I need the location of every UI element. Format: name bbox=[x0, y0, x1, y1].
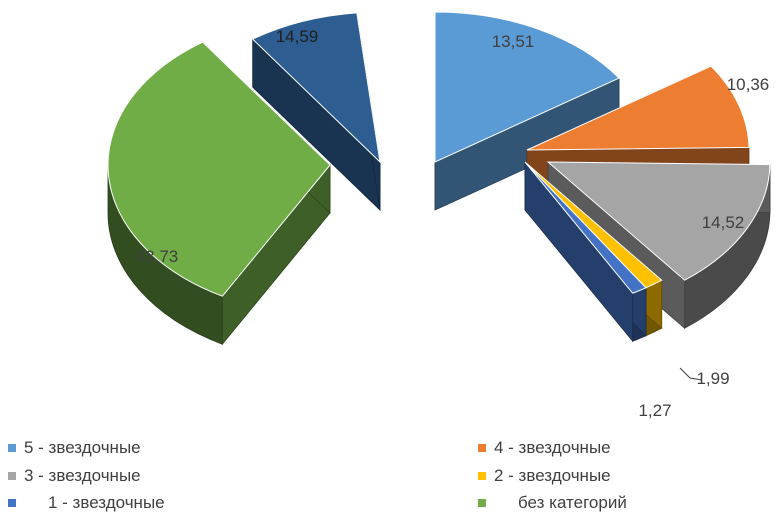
slice-3-star bbox=[546, 161, 771, 281]
legend-label-3: 2 - звездочные bbox=[494, 466, 611, 485]
legend-label-4: 1 - звездочные bbox=[48, 493, 165, 512]
slice-extra bbox=[251, 12, 381, 164]
legend-swatch-2 bbox=[8, 472, 16, 480]
legend-label-2: 3 - звездочные bbox=[24, 466, 141, 485]
legend-swatch-4 bbox=[8, 499, 16, 507]
legend-swatch-0 bbox=[8, 444, 16, 452]
legend-label-1: 4 - звездочные bbox=[494, 438, 611, 457]
pie-slices bbox=[107, 11, 771, 346]
slice-extra-label: 14,59 bbox=[276, 27, 319, 46]
leader-line-2-star bbox=[679, 367, 703, 381]
legend-label-5: без категорий bbox=[518, 493, 627, 512]
legend-label-0: 5 - звездочные bbox=[24, 438, 141, 457]
legend-swatch-3 bbox=[478, 472, 486, 480]
slice-5-star-label: 13,51 bbox=[492, 32, 535, 51]
slice-4-star bbox=[526, 65, 750, 151]
legend: 5 - звездочные 4 - звездочные 3 - звездочн… bbox=[8, 438, 627, 512]
slice-2-star-label: 1,99 bbox=[696, 369, 729, 388]
slice-1-star-label: 1,27 bbox=[638, 401, 671, 420]
data-labels: 13,51 10,36 14,52 1,99 1,27 43,73 14,59 bbox=[136, 27, 770, 420]
slice-4-star-label: 10,36 bbox=[727, 75, 770, 94]
slice-5-star bbox=[434, 11, 620, 163]
legend-swatch-5 bbox=[478, 499, 486, 507]
slice-1-star bbox=[524, 161, 647, 294]
legend-swatch-1 bbox=[478, 444, 486, 452]
slice-no-category bbox=[107, 41, 331, 297]
slice-3-star-label: 14,52 bbox=[702, 213, 745, 232]
slice-no-category-label: 43,73 bbox=[136, 247, 179, 266]
